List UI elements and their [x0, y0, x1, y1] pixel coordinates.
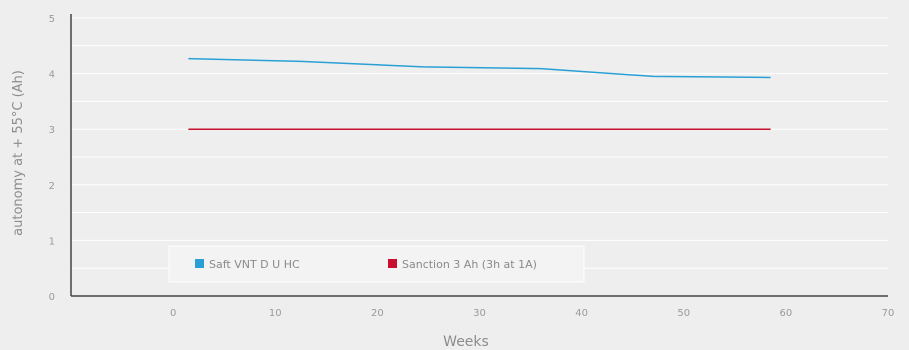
x-tick-label: 30 [473, 308, 486, 319]
x-tick-labels: 0 10 20 30 40 50 60 70 [170, 308, 894, 319]
x-tick-label: 70 [882, 308, 895, 319]
legend-box [168, 245, 585, 283]
y-tick-label: 2 [49, 181, 55, 192]
x-tick-label: 0 [170, 308, 176, 319]
y-tick-labels: 0 1 2 3 4 5 [49, 14, 55, 303]
legend: Saft VNT D U HC Sanction 3 Ah (3h at 1A) [168, 245, 585, 283]
x-tick-label: 40 [575, 308, 588, 319]
x-tick-label: 20 [371, 308, 384, 319]
x-tick-label: 50 [677, 308, 690, 319]
x-tick-label: 10 [269, 308, 282, 319]
axes [70, 14, 888, 297]
legend-label-saft: Saft VNT D U HC [209, 258, 300, 271]
legend-label-sanction: Sanction 3 Ah (3h at 1A) [402, 258, 537, 271]
y-tick-label: 0 [49, 292, 55, 303]
y-axis-label: autonomy at + 55°C (Ah) [11, 70, 26, 236]
y-tick-label: 4 [49, 70, 55, 81]
y-tick-label: 1 [49, 236, 55, 247]
y-tick-label: 5 [49, 14, 55, 25]
grid [71, 17, 888, 269]
x-axis-label: Weeks [443, 334, 489, 350]
legend-swatch-saft [195, 259, 204, 268]
x-tick-label: 60 [780, 308, 793, 319]
y-tick-label: 3 [49, 125, 55, 136]
series-lines [188, 57, 771, 130]
series-line-0 [188, 57, 771, 79]
legend-swatch-sanction [388, 259, 397, 268]
